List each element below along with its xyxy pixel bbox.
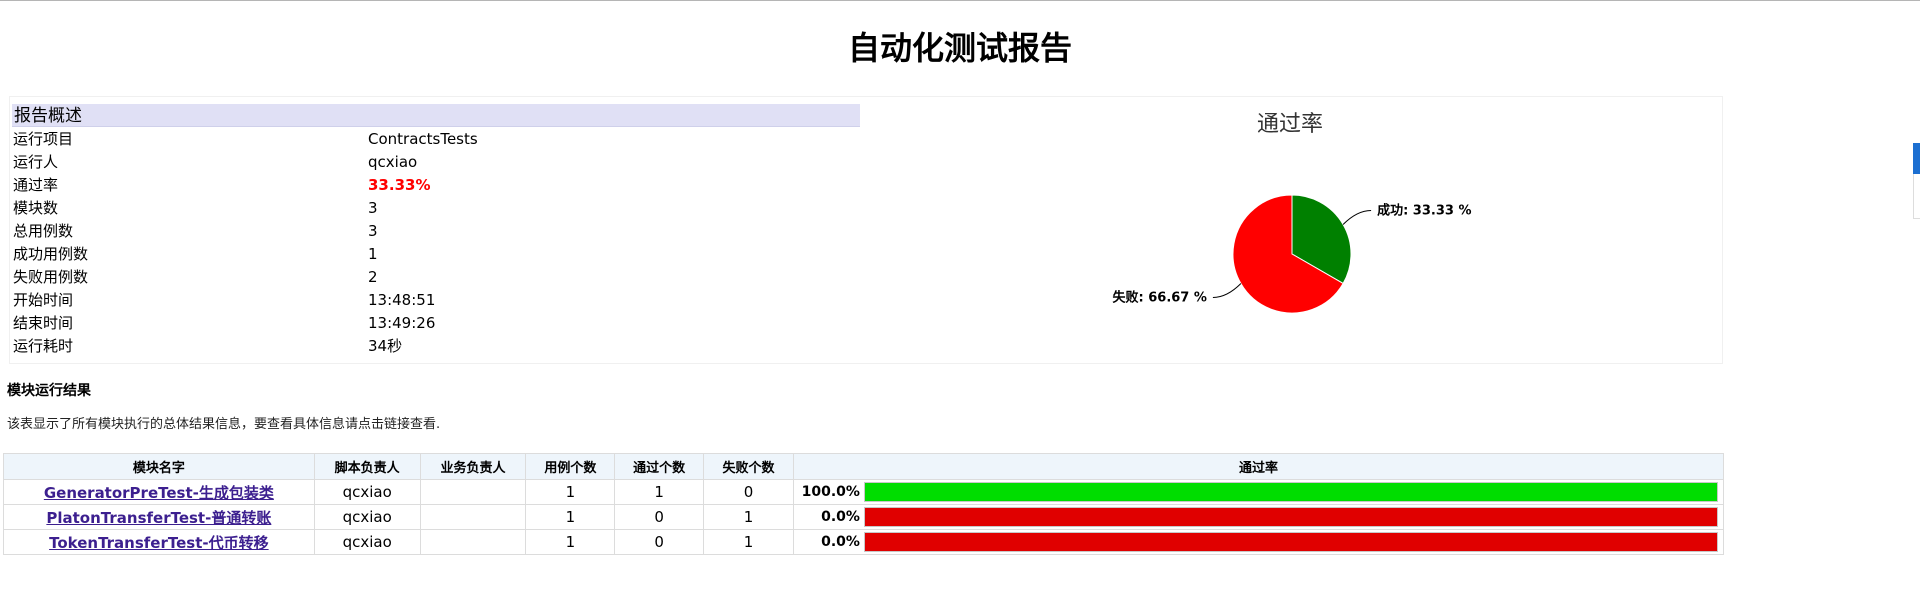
overview-label: 运行人 <box>13 153 59 171</box>
page-title: 自动化测试报告 <box>847 29 1072 67</box>
module-link[interactable]: PlatonTransferTest-普通转账 <box>46 508 272 527</box>
col-header-case-count: 用例个数 <box>525 453 616 480</box>
overview-label: 成功用例数 <box>13 245 89 263</box>
overview-value: 34秒 <box>368 337 403 355</box>
overview-panel: 报告概述 运行项目 ContractsTests 运行人 qcxiao 通过率 33.33… <box>9 96 1723 364</box>
module-name-cell: TokenTransferTest-代币转移 <box>3 529 315 555</box>
overview-header: 报告概述 <box>12 104 860 127</box>
table-row: GeneratorPreTest-生成包装类 qcxiao 1 1 0 100.0% <box>3 479 1725 505</box>
side-widget-panel <box>1913 174 1920 219</box>
overview-value: 2 <box>368 268 378 286</box>
table-row: PlatonTransferTest-普通转账 qcxiao 1 0 1 0.0% <box>3 504 1725 530</box>
pass-rate-text: 100.0% <box>801 484 860 500</box>
table-row: TokenTransferTest-代币转移 qcxiao 1 0 1 0.0% <box>3 529 1725 555</box>
overview-value: 13:48:51 <box>368 291 436 309</box>
pass-rate-cell: 0.0% <box>792 529 1725 555</box>
pass-rate-text: 0.0% <box>821 534 860 550</box>
pass-rate-bar-fill <box>864 483 1717 501</box>
col-header-script-owner: 脚本负责人 <box>313 453 421 480</box>
script-owner-cell: qcxiao <box>313 529 421 555</box>
pass-rate-cell: 100.0% <box>792 479 1725 505</box>
overview-label: 结束时间 <box>13 314 74 332</box>
pass-count-cell: 1 <box>614 479 705 505</box>
col-header-pass-count: 通过个数 <box>614 453 705 480</box>
modules-section-title: 模块运行结果 <box>7 383 91 399</box>
col-header-pass-rate: 通过率 <box>792 453 1725 480</box>
pass-count-cell: 0 <box>614 504 705 530</box>
overview-value: qcxiao <box>368 153 418 171</box>
case-count-cell: 1 <box>525 479 616 505</box>
pass-rate-cell: 0.0% <box>792 504 1725 530</box>
overview-label: 运行耗时 <box>13 337 74 355</box>
pass-rate-bar <box>863 532 1718 552</box>
overview-value: 3 <box>368 222 378 240</box>
pie-slice-failure[interactable] <box>1232 194 1344 314</box>
script-owner-cell: qcxiao <box>313 479 421 505</box>
pass-rate-bar <box>863 482 1718 502</box>
overview-label: 总用例数 <box>13 222 74 240</box>
module-name-cell: PlatonTransferTest-普通转账 <box>3 504 315 530</box>
modules-results-table: 模块名字 脚本负责人 业务负责人 用例个数 通过个数 失败个数 通过率 Gene… <box>3 453 1725 555</box>
pie-data-label: 失败: 66.67 % <box>1113 290 1207 306</box>
pass-rate-bar <box>863 507 1718 527</box>
top-border <box>0 0 1920 1</box>
biz-owner-cell <box>419 479 527 505</box>
col-header-fail-count: 失败个数 <box>703 453 794 480</box>
pass-rate-text: 0.0% <box>821 509 860 525</box>
overview-value: 3 <box>368 199 378 217</box>
overview-label: 运行项目 <box>13 130 74 148</box>
chart-title: 通过率 <box>1256 112 1323 137</box>
fail-count-cell: 1 <box>703 504 794 530</box>
col-header-module-name: 模块名字 <box>3 453 315 480</box>
side-widget-tab[interactable] <box>1913 143 1920 174</box>
overview-value: 33.33% <box>368 176 431 194</box>
col-header-biz-owner: 业务负责人 <box>419 453 527 480</box>
overview-value: 1 <box>368 245 378 263</box>
pie-data-label: 成功: 33.33 % <box>1377 202 1471 218</box>
pie-label-connector <box>1342 209 1372 225</box>
pass-rate-pie-chart: 成功: 33.33 % 失败: 66.67 % <box>1113 194 1471 314</box>
biz-owner-cell <box>419 529 527 555</box>
script-owner-cell: qcxiao <box>313 504 421 530</box>
modules-section-description: 该表显示了所有模块执行的总体结果信息，要查看具体信息请点击链接查看. <box>7 417 441 432</box>
pie-label-connector <box>1212 283 1242 299</box>
module-name-cell: GeneratorPreTest-生成包装类 <box>3 479 315 505</box>
overview-label: 模块数 <box>13 199 59 217</box>
case-count-cell: 1 <box>525 529 616 555</box>
overview-label: 失败用例数 <box>13 268 89 286</box>
module-link[interactable]: TokenTransferTest-代币转移 <box>49 533 269 552</box>
table-header-row: 模块名字 脚本负责人 业务负责人 用例个数 通过个数 失败个数 通过率 <box>3 453 1725 480</box>
overview-value: ContractsTests <box>368 130 478 148</box>
overview-label: 开始时间 <box>13 291 74 309</box>
biz-owner-cell <box>419 504 527 530</box>
overview-label: 通过率 <box>13 176 59 194</box>
fail-count-cell: 0 <box>703 479 794 505</box>
overview-value: 13:49:26 <box>368 314 436 332</box>
pass-count-cell: 0 <box>614 529 705 555</box>
case-count-cell: 1 <box>525 504 616 530</box>
fail-count-cell: 1 <box>703 529 794 555</box>
module-link[interactable]: GeneratorPreTest-生成包装类 <box>43 483 274 502</box>
